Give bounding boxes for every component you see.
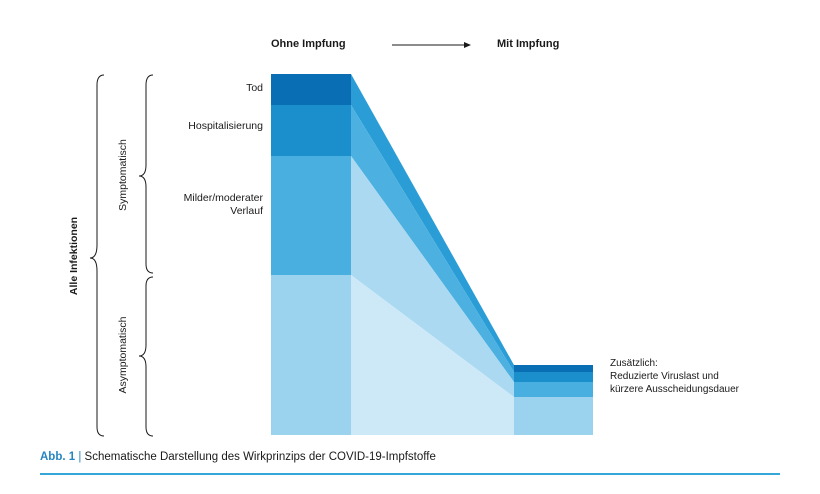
- arrow-head: [464, 42, 471, 48]
- bar-tod-with: [514, 365, 593, 372]
- label-symptomatic: Symptomatisch: [117, 139, 129, 211]
- figure-caption: Abb. 1 | Schematische Darstellung des Wi…: [40, 451, 436, 463]
- brace-asymptomatic: [138, 276, 154, 437]
- band-hospitalisierung: [351, 105, 514, 382]
- note-line-3: kürzere Ausscheidungsdauer: [610, 384, 739, 395]
- label-all-infections: Alle Infektionen: [68, 216, 80, 296]
- label-asymptomatic: Asymptomatisch: [117, 316, 129, 394]
- caption-separator: |: [78, 451, 82, 463]
- label-mild: Milder/moderater Verlauf: [183, 192, 263, 217]
- band-asymptomatisch: [351, 275, 514, 435]
- bar-hospitalisierung-without: [271, 105, 351, 156]
- header-with-vaccination: Mit Impfung: [497, 38, 560, 50]
- brace-all: [89, 74, 105, 437]
- bar-asymptomatisch-with: [514, 397, 593, 435]
- bar-asymptomatisch-without: [271, 275, 351, 435]
- brace-symptomatic: [138, 74, 154, 274]
- bar-mild-without: [271, 156, 351, 275]
- note-line-1: Zusätzlich:: [610, 358, 658, 369]
- caption-text: Schematische Darstellung des Wirkprinzip…: [84, 451, 436, 463]
- header-without-vaccination: Ohne Impfung: [271, 38, 346, 50]
- label-hospitalisierung: Hospitalisierung: [188, 120, 263, 132]
- caption-figure-number: Abb. 1: [40, 451, 76, 463]
- band-tod: [351, 74, 514, 372]
- bar-tod-without: [271, 74, 351, 105]
- bar-hospitalisierung-with: [514, 372, 593, 382]
- band-mild: [351, 156, 514, 397]
- label-tod: Tod: [246, 82, 263, 94]
- caption-rule: [40, 473, 780, 475]
- bar-mild-with: [514, 382, 593, 397]
- note-box: Zusätzlich: Reduzierte Viruslast und kür…: [610, 357, 739, 396]
- note-line-2: Reduzierte Viruslast und: [610, 371, 719, 382]
